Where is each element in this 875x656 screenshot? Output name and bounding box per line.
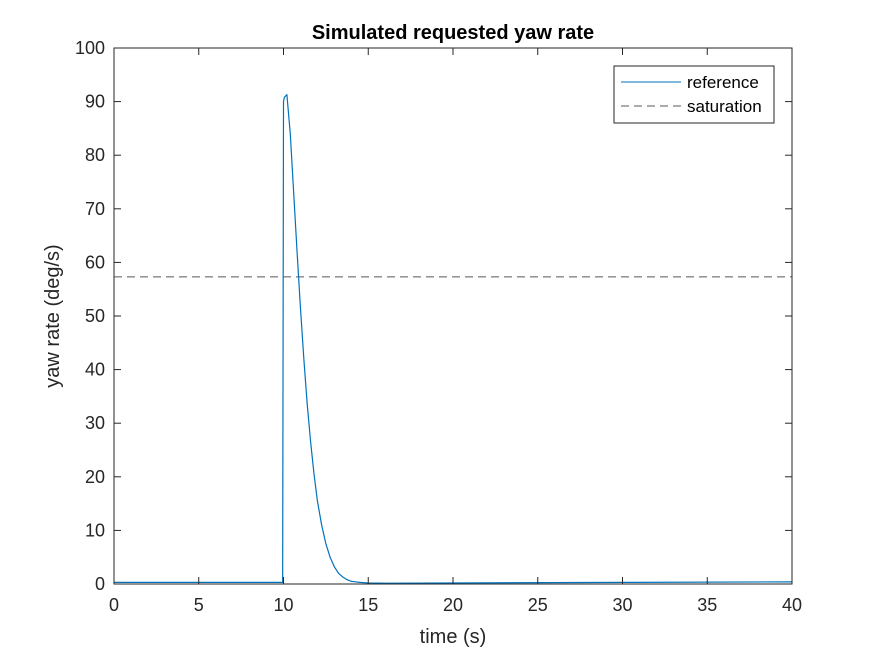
legend-label-reference: reference xyxy=(687,73,759,92)
y-axis-label: yaw rate (deg/s) xyxy=(42,244,64,387)
legend-label-saturation: saturation xyxy=(687,97,762,116)
x-tick-label: 25 xyxy=(528,595,548,615)
legend-box xyxy=(613,65,775,124)
y-tick-label: 100 xyxy=(75,38,105,58)
plot-area xyxy=(114,48,792,584)
x-tick-label: 15 xyxy=(358,595,378,615)
y-tick-label: 90 xyxy=(85,92,105,112)
x-tick-label: 30 xyxy=(612,595,632,615)
y-tick-label: 40 xyxy=(85,360,105,380)
x-tick-label: 20 xyxy=(443,595,463,615)
chart-title: Simulated requested yaw rate xyxy=(312,22,594,44)
series-line-reference xyxy=(114,94,792,584)
y-tick-label: 30 xyxy=(85,413,105,433)
y-tick-label: 10 xyxy=(85,520,105,540)
y-tick-label: 80 xyxy=(85,145,105,165)
y-tick-label: 50 xyxy=(85,306,105,326)
plot-frame xyxy=(113,47,793,585)
x-tick-label: 0 xyxy=(109,595,119,615)
x-axis-label: time (s) xyxy=(420,626,487,648)
y-tick-label: 70 xyxy=(85,199,105,219)
y-tick-label: 20 xyxy=(85,467,105,487)
legend: reference saturation xyxy=(613,65,775,124)
x-tick-label: 35 xyxy=(697,595,717,615)
series-layer xyxy=(114,94,792,584)
x-tick-label: 40 xyxy=(782,595,802,615)
tick-layer: 0 5 10 15 20 25 30 35 40 0 10 20 30 40 50 60 70 80 90 100 xyxy=(75,38,802,615)
y-tick-label: 0 xyxy=(95,574,105,594)
x-tick-label: 10 xyxy=(273,595,293,615)
y-tick-label: 60 xyxy=(85,252,105,272)
x-tick-label: 5 xyxy=(194,595,204,615)
